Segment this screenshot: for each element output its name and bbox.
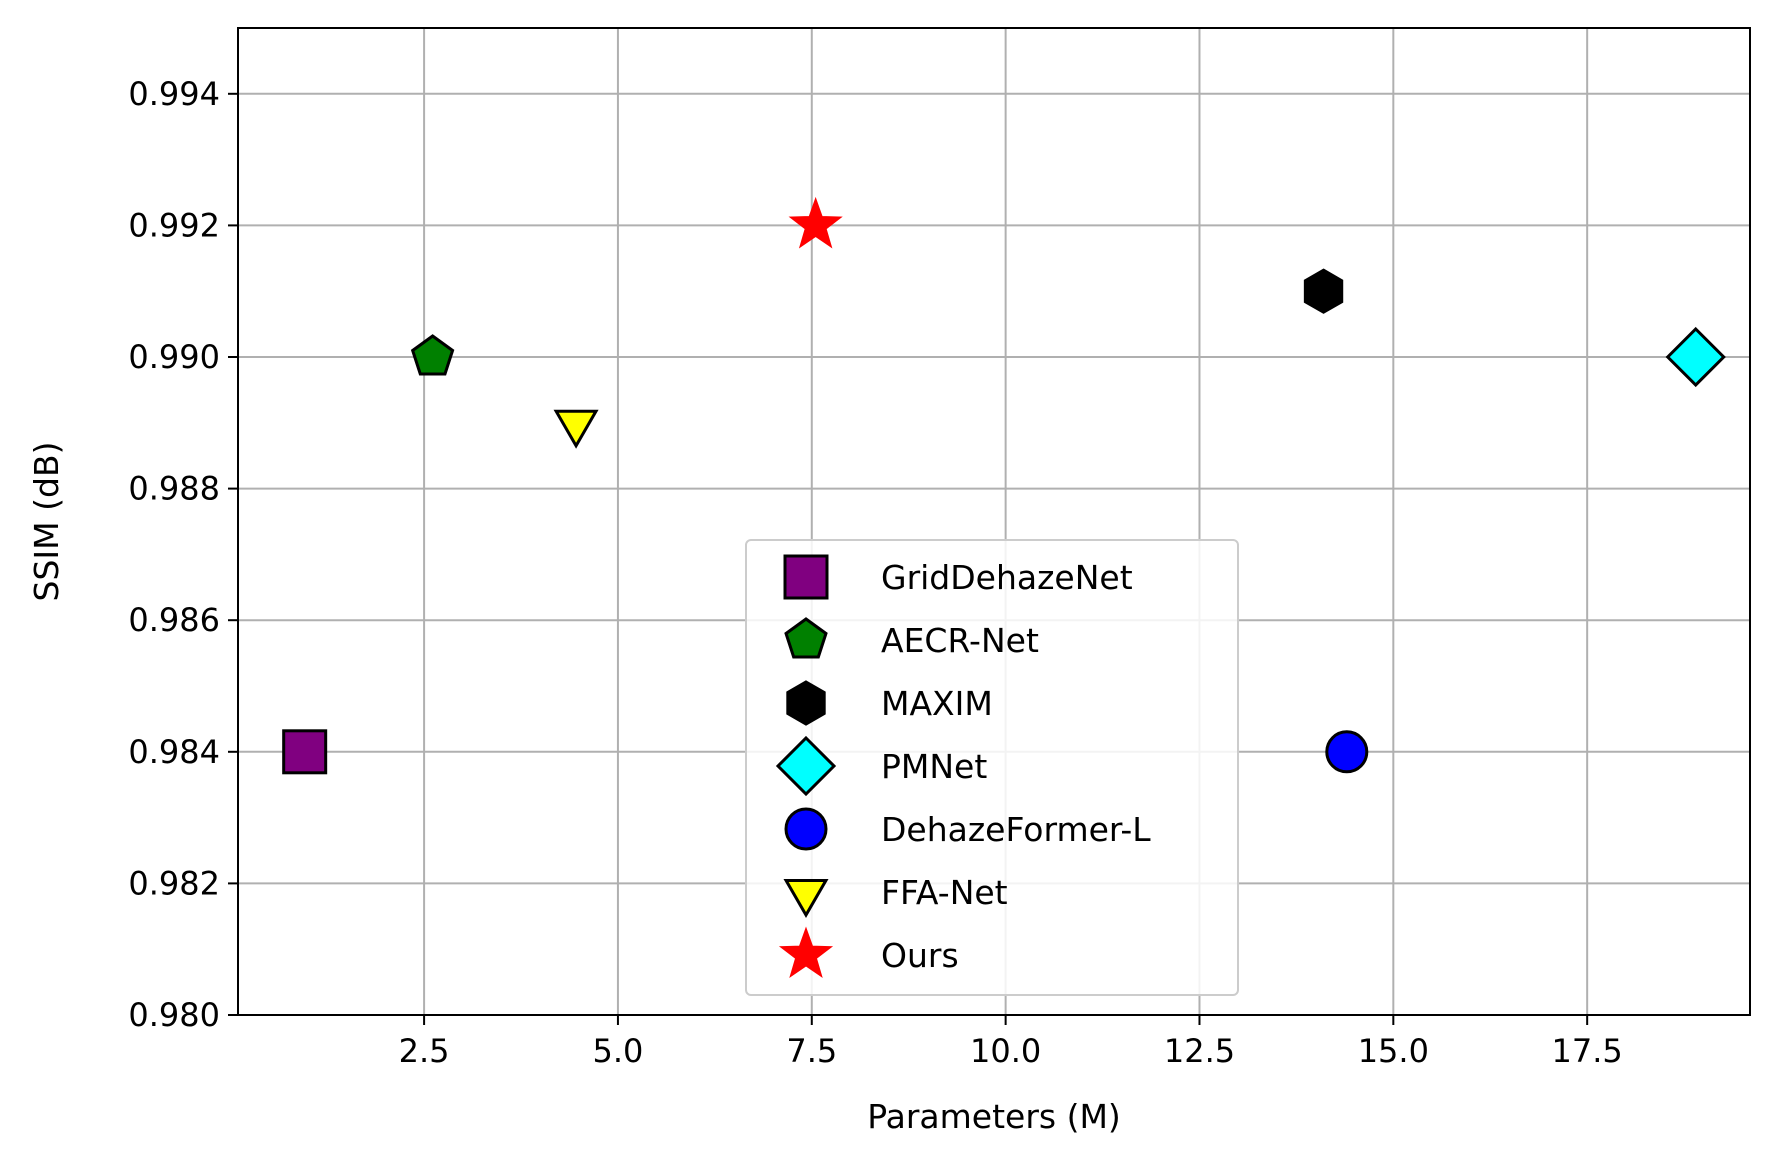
legend-label-dehazeformer-l: DehazeFormer-L bbox=[881, 810, 1151, 849]
x-axis-ticks: 2.5 5.0 7.5 10.0 12.5 15.0 17.5 bbox=[399, 1015, 1623, 1070]
legend-marker-maxim bbox=[786, 680, 826, 726]
legend-marker-griddehazenet bbox=[783, 554, 829, 600]
y-tick-label: 0.986 bbox=[128, 601, 220, 639]
grid bbox=[238, 28, 1750, 1016]
y-tick-label: 0.990 bbox=[128, 338, 220, 376]
y-axis-ticks: 0.980 0.982 0.984 0.986 0.988 0.990 0.992 0.994 bbox=[128, 75, 238, 1034]
legend-marker-ours bbox=[778, 926, 834, 979]
point-dehazeformer-l bbox=[1325, 730, 1369, 774]
x-tick-label: 17.5 bbox=[1552, 1032, 1623, 1070]
legend: GridDehazeNet AECR-Net MAXIM PMNet DehazeFor… bbox=[745, 539, 1239, 996]
data-points bbox=[282, 196, 1726, 775]
y-axis-label: SSIM (dB) bbox=[27, 442, 66, 602]
y-tick-label: 0.982 bbox=[128, 864, 220, 902]
legend-marker-aecr-net bbox=[784, 617, 828, 659]
x-tick-label: 7.5 bbox=[786, 1032, 837, 1070]
point-pmnet bbox=[1665, 326, 1726, 388]
legend-marker-ffa-net bbox=[783, 879, 829, 918]
x-tick-label: 5.0 bbox=[592, 1032, 643, 1070]
y-tick-label: 0.992 bbox=[128, 206, 220, 244]
legend-label-aecr-net: AECR-Net bbox=[881, 621, 1039, 660]
legend-marker-dehazeformer-l bbox=[784, 807, 828, 851]
point-maxim bbox=[1303, 268, 1344, 314]
y-tick-label: 0.994 bbox=[128, 75, 220, 113]
plot-frame bbox=[237, 27, 1751, 1016]
legend-label-ffa-net: FFA-Net bbox=[881, 873, 1008, 912]
x-tick-label: 12.5 bbox=[1164, 1032, 1235, 1070]
y-tick-label: 0.980 bbox=[128, 996, 220, 1034]
x-tick-label: 15.0 bbox=[1358, 1032, 1429, 1070]
legend-label-pmnet: PMNet bbox=[881, 747, 987, 786]
legend-marker-pmnet bbox=[775, 735, 837, 797]
x-tick-label: 2.5 bbox=[399, 1032, 450, 1070]
legend-label-maxim: MAXIM bbox=[881, 684, 993, 723]
legend-label-ours: Ours bbox=[881, 936, 959, 975]
y-tick-label: 0.988 bbox=[128, 470, 220, 508]
point-ffa-net bbox=[553, 409, 599, 449]
legend-box bbox=[745, 539, 1239, 996]
legend-label-griddehazenet: GridDehazeNet bbox=[881, 558, 1133, 597]
y-tick-label: 0.984 bbox=[128, 733, 220, 771]
point-ours bbox=[788, 196, 843, 249]
x-axis-label: Parameters (M) bbox=[867, 1097, 1121, 1136]
point-aecr-net bbox=[410, 334, 455, 376]
x-tick-label: 10.0 bbox=[970, 1032, 1041, 1070]
point-griddehazenet bbox=[282, 729, 328, 775]
